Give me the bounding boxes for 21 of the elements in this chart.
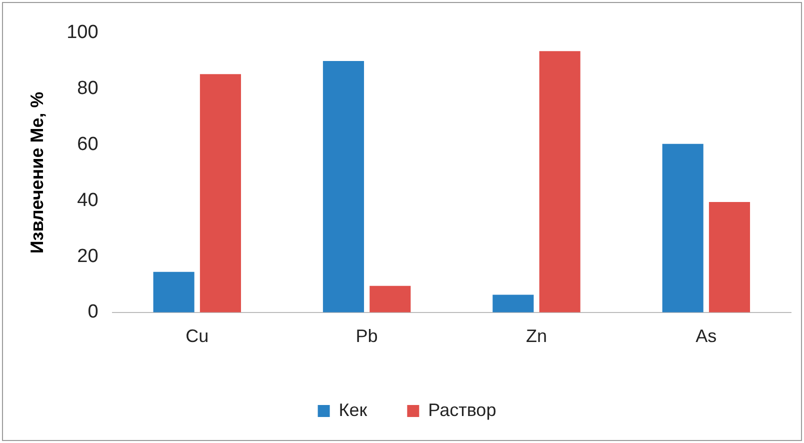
bar xyxy=(322,60,364,312)
y-tick-label: 60 xyxy=(77,134,98,155)
y-tick-label: 100 xyxy=(66,22,98,44)
bar xyxy=(153,272,194,312)
bar xyxy=(662,144,704,312)
legend-label: Кек xyxy=(338,400,368,420)
x-tick-label: Pb xyxy=(356,326,378,346)
y-tick-label: 20 xyxy=(77,246,98,267)
legend-label: Раствор xyxy=(428,400,496,420)
bar xyxy=(370,286,411,312)
y-axis-title: Извлечение Me, % xyxy=(26,92,47,254)
y-tick-label: 40 xyxy=(77,190,98,211)
x-tick-label: As xyxy=(696,326,717,346)
bar xyxy=(539,51,580,312)
y-tick-label: 80 xyxy=(77,78,98,100)
x-tick-label: Cu xyxy=(186,326,209,346)
bar xyxy=(708,202,750,312)
bar xyxy=(492,294,534,312)
bar xyxy=(200,74,241,312)
x-tick-label: Zn xyxy=(526,326,547,346)
y-tick-label: 0 xyxy=(88,302,98,323)
